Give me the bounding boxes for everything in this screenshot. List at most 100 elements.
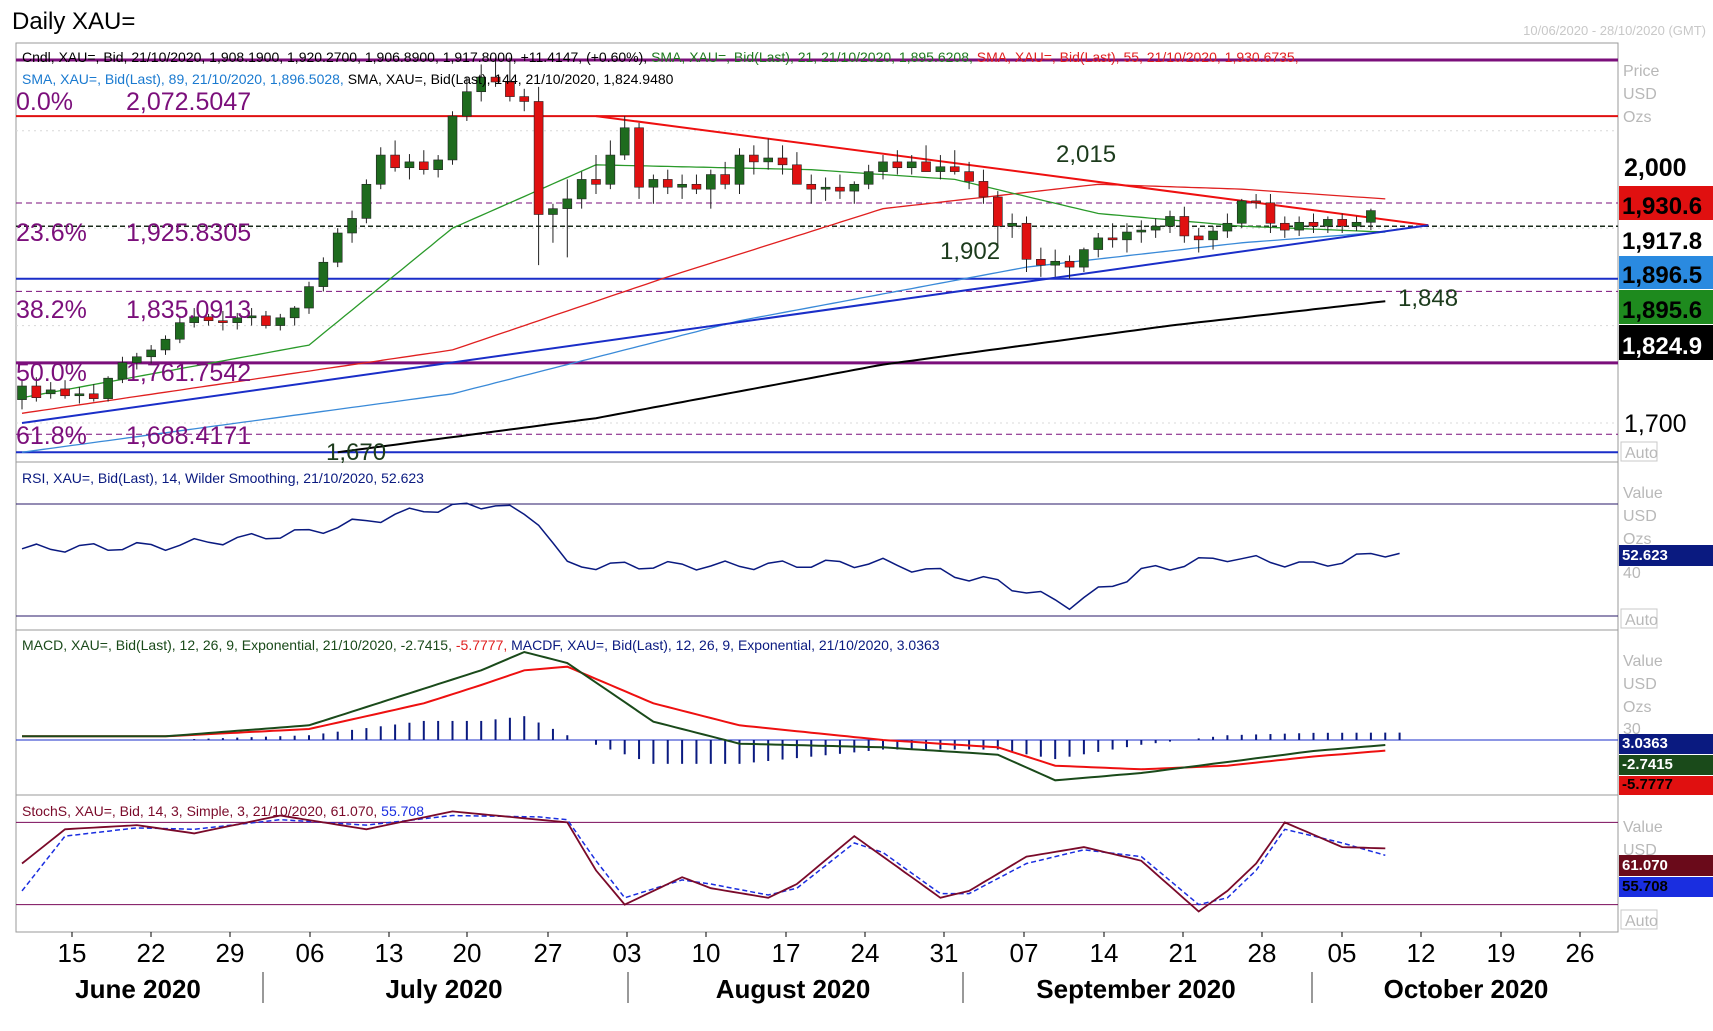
candle-body [921, 161, 931, 172]
x-tick-label: 26 [1566, 938, 1595, 968]
candle-body [705, 174, 716, 190]
fib-618-label: 61.8% [16, 422, 87, 450]
rsi-auto-box[interactable] [1620, 608, 1658, 629]
candle-body [863, 171, 874, 185]
candle-down [31, 377, 42, 402]
candle-body [1337, 219, 1347, 227]
candle-down [88, 384, 99, 402]
candle-up [820, 177, 831, 201]
candle-body [433, 159, 443, 170]
candle-up [1050, 249, 1060, 277]
badge-macd-text: -2.7415 [1622, 756, 1673, 773]
candle-up [935, 155, 946, 180]
candle-body [505, 81, 515, 97]
x-month-label: July 2020 [385, 974, 502, 1004]
candle-down [777, 145, 788, 175]
x-tick-label: 03 [613, 938, 642, 968]
candle-up [677, 174, 687, 199]
fib-50-value: 1,761.7542 [126, 359, 251, 387]
candle-body [160, 338, 171, 351]
candle-down [964, 161, 974, 190]
candle-down [1193, 228, 1204, 253]
rsi-auto-label[interactable]: Auto [1625, 612, 1658, 629]
rsi-legend: RSI, XAU=, Bid(Last), 14, Wilder Smoothi… [22, 470, 424, 486]
x-tick-label: 15 [58, 938, 87, 968]
price-legend-line1: Cndl, XAU=, Bid, 21/10/2020, 1,908.1900,… [22, 49, 1299, 65]
candle-body [261, 315, 271, 326]
badge-close-bg [1619, 221, 1713, 255]
candle-body [1280, 222, 1290, 231]
candle-body [1036, 259, 1046, 266]
candle-up [433, 155, 443, 178]
level-1848-label: 1,848 [1398, 285, 1458, 312]
candle-down [533, 86, 544, 266]
candle-body [232, 317, 243, 323]
badge-stoch-k-text: 61.070 [1622, 857, 1668, 874]
candle-body [390, 154, 400, 169]
price-auto-box[interactable] [1620, 441, 1658, 462]
fib-50-label: 50.0% [16, 359, 87, 387]
candle-body [906, 161, 917, 169]
candle-body [763, 157, 774, 163]
price-axis-label: Price [1623, 63, 1660, 80]
candle-body [605, 154, 616, 185]
candle-body [562, 198, 573, 209]
candle-down [218, 310, 228, 331]
price-auto-label[interactable]: Auto [1625, 445, 1658, 462]
stoch-auto-box[interactable] [1620, 909, 1658, 930]
candle-body [1193, 235, 1204, 241]
badge-macd-signal: -5.7777 [1619, 776, 1713, 795]
badge-sma21-bg [1619, 290, 1713, 324]
level-annotations: 2,015 1,902 1,848 1,670 [326, 141, 1458, 466]
candle-body [189, 316, 199, 323]
fib-382-label: 38.2% [16, 296, 87, 324]
candle-body [117, 362, 128, 380]
candle-body [662, 179, 673, 188]
x-tick-label: 10 [692, 938, 721, 968]
candle-body [591, 179, 601, 185]
badge-sma21: 1,895.6 [1619, 290, 1713, 324]
x-tick-label: 12 [1407, 938, 1436, 968]
legend-part: 55.708 [377, 803, 424, 819]
x-tick-label: 31 [930, 938, 959, 968]
candle-body [17, 385, 27, 400]
candle-body [146, 349, 156, 358]
candle-up [1122, 223, 1132, 253]
badge-macd-hist-text: 3.0363 [1622, 735, 1668, 752]
candle-up [648, 174, 659, 204]
x-tick-label: 27 [534, 938, 563, 968]
badge-macd-signal-text: -5.7777 [1622, 776, 1673, 793]
candle-body [1107, 237, 1118, 241]
rsi-tick-40: 40 [1623, 565, 1641, 582]
macd-line [22, 650, 1386, 782]
chart-title: Daily XAU= [12, 8, 135, 35]
candle-down [720, 161, 730, 190]
candle-up [1007, 213, 1017, 238]
sma21-line [21, 164, 1386, 399]
badge-macd-signal-bg [1619, 776, 1713, 795]
fib-0-label: 0.0% [16, 88, 73, 116]
macd-axis-unit: USD [1623, 676, 1657, 693]
candle-up [132, 352, 142, 370]
candle-up [1222, 213, 1233, 238]
candle-body [806, 183, 817, 190]
candle-body [1351, 221, 1362, 227]
legend-part: -5.7777, [452, 637, 507, 653]
candle-up [1165, 210, 1175, 234]
candle-body [1150, 225, 1161, 231]
candle-body [1323, 219, 1333, 227]
candle-body [964, 171, 974, 182]
legend-part: MACDF, XAU=, Bid(Last), 12, 26, 9, Expon… [507, 637, 940, 653]
badge-stoch-k: 61.070 [1619, 855, 1713, 876]
candle-body [289, 307, 300, 319]
price-plot [16, 57, 1618, 454]
stoch-auto-label[interactable]: Auto [1625, 913, 1658, 930]
x-tick-label: 05 [1328, 938, 1357, 968]
candle-body [734, 154, 745, 185]
candle-body [447, 115, 458, 161]
stoch-axis: Value USD Auto [1620, 819, 1663, 930]
value-badges: 1,930.6 1,917.8 1,896.5 1,895.6 1,824.9 52.62… [1619, 186, 1713, 897]
candle-body [318, 261, 329, 287]
candle-down [1337, 213, 1347, 234]
